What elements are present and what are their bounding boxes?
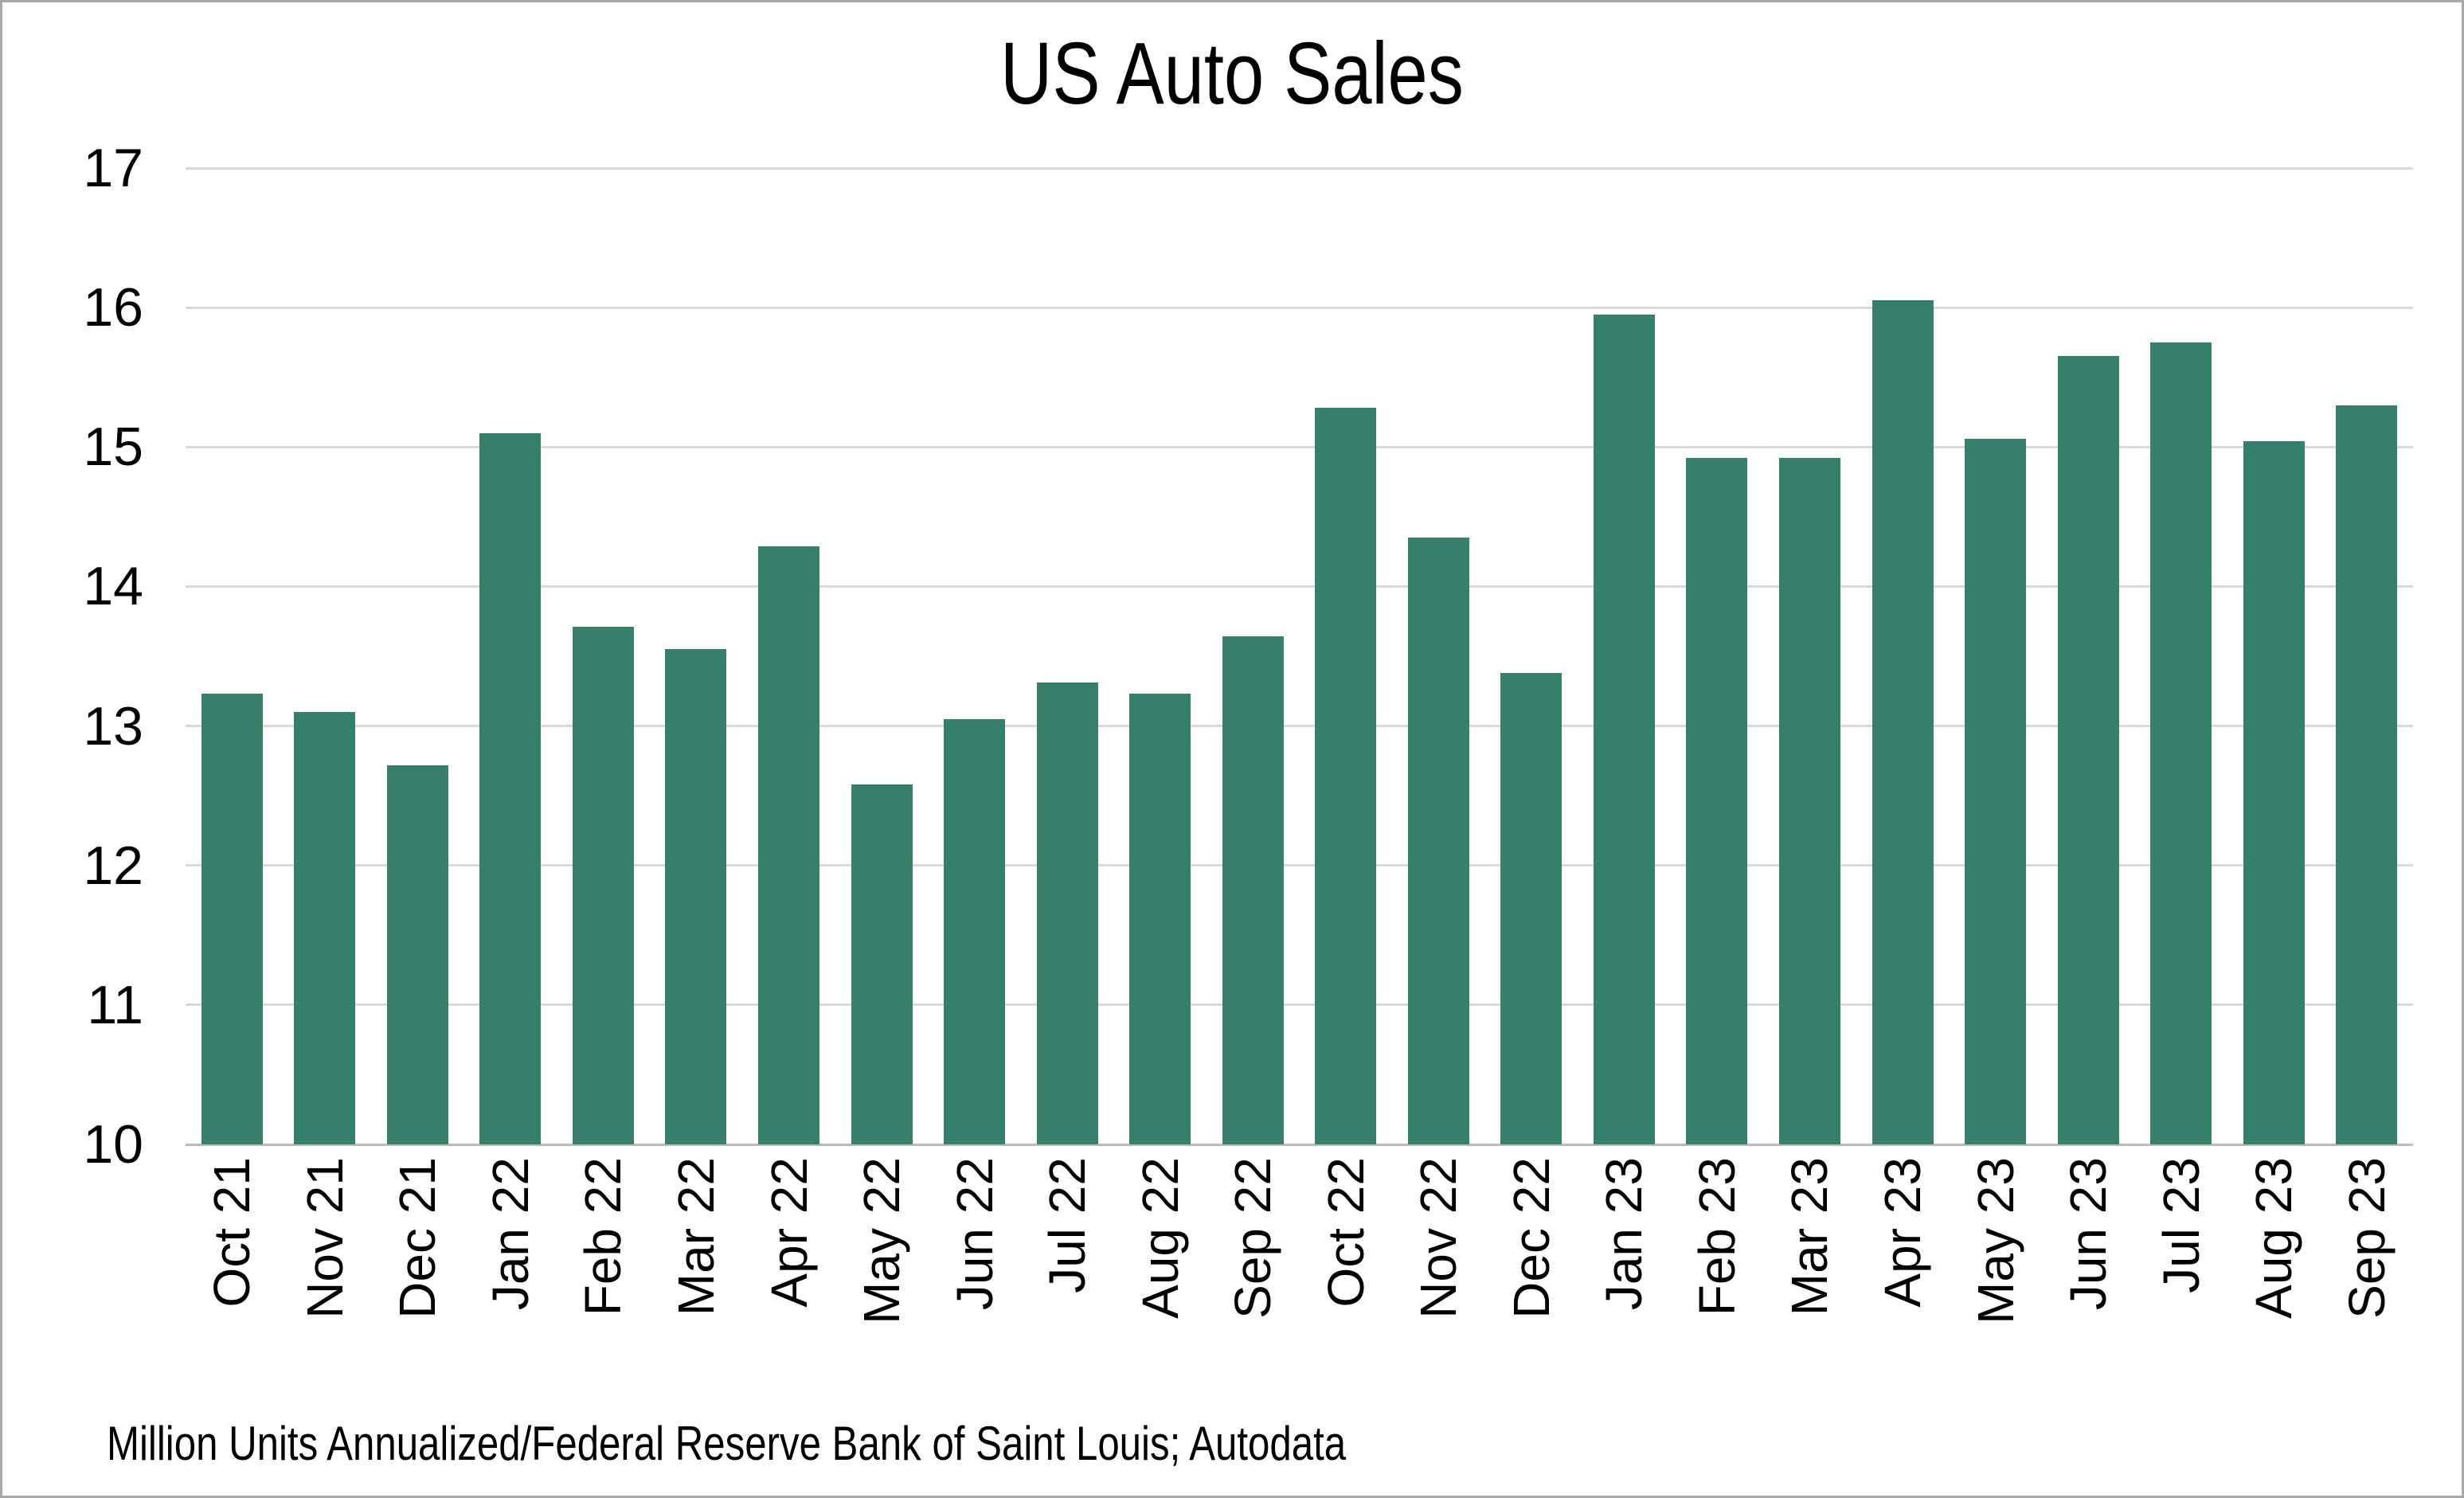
y-tick-label: 15 — [83, 417, 143, 478]
bar — [944, 718, 1006, 1144]
gridline — [186, 306, 2413, 309]
y-tick-label: 17 — [83, 138, 143, 198]
x-tick-label: Oct 21 — [203, 1157, 261, 1308]
x-tick-label: Apr 23 — [1874, 1157, 1932, 1308]
bar — [572, 627, 634, 1144]
bar — [1500, 673, 1562, 1144]
bar — [2057, 356, 2119, 1144]
x-tick-label: May 23 — [1966, 1157, 2024, 1324]
gridline — [186, 864, 2413, 867]
y-tick-label: 11 — [87, 974, 143, 1035]
bar — [1129, 694, 1191, 1144]
x-tick-label: Jan 23 — [1595, 1157, 1653, 1311]
bar — [386, 765, 448, 1144]
bar — [2336, 405, 2398, 1144]
gridline — [186, 585, 2413, 588]
x-tick-label: Nov 21 — [295, 1157, 354, 1319]
bar — [1036, 683, 1098, 1144]
bar — [665, 649, 727, 1144]
x-tick-label: Mar 23 — [1781, 1157, 1839, 1316]
x-tick-label: Feb 22 — [574, 1157, 632, 1316]
x-tick-label: Jun 23 — [2059, 1157, 2118, 1311]
x-tick-label: Jan 22 — [481, 1157, 539, 1311]
gridline — [186, 445, 2413, 448]
x-tick-label: Jul 22 — [1038, 1157, 1097, 1293]
gridline — [186, 725, 2413, 728]
x-tick-label: Dec 22 — [1502, 1157, 1560, 1319]
x-tick-label: Jun 22 — [945, 1157, 1003, 1311]
bar — [1778, 458, 1840, 1144]
x-tick-label: Sep 22 — [1224, 1157, 1282, 1319]
bar — [294, 712, 356, 1144]
plot-area — [186, 166, 2413, 1146]
bar — [1686, 458, 1748, 1144]
bar — [1407, 538, 1469, 1144]
gridline — [186, 166, 2413, 170]
y-tick-label: 13 — [83, 695, 143, 757]
x-tick-label: Apr 22 — [760, 1157, 818, 1308]
x-tick-label: Sep 23 — [2337, 1157, 2396, 1319]
x-tick-label: Mar 22 — [667, 1157, 725, 1316]
y-tick-label: 10 — [83, 1114, 143, 1175]
bar — [1871, 300, 1934, 1144]
source-note: Million Units Annualized/Federal Reserve… — [107, 1417, 1347, 1470]
y-tick-label: 16 — [83, 277, 143, 338]
bar — [2243, 441, 2305, 1144]
x-tick-label: Dec 21 — [389, 1157, 447, 1319]
bar — [1593, 314, 1655, 1144]
x-tick-label: May 22 — [853, 1157, 911, 1324]
bar — [2150, 342, 2212, 1144]
x-tick-label: Jul 23 — [2152, 1157, 2210, 1293]
x-tick-label: Nov 22 — [1410, 1157, 1468, 1319]
bar — [1965, 438, 2027, 1144]
bar — [851, 784, 913, 1144]
y-tick-label: 14 — [83, 556, 143, 617]
bar — [1222, 636, 1284, 1144]
bar — [201, 694, 263, 1144]
gridline — [186, 1003, 2413, 1007]
bar — [1315, 408, 1377, 1144]
chart-title: US Auto Sales — [1000, 25, 1464, 123]
y-tick-label: 12 — [83, 835, 143, 896]
x-tick-label: Feb 23 — [1688, 1157, 1746, 1316]
bar — [758, 546, 820, 1144]
bar — [479, 432, 542, 1144]
x-tick-label: Oct 22 — [1316, 1157, 1375, 1308]
x-tick-label: Aug 23 — [2245, 1157, 2303, 1319]
x-axis-line — [186, 1143, 2413, 1146]
x-tick-label: Aug 22 — [1131, 1157, 1189, 1319]
